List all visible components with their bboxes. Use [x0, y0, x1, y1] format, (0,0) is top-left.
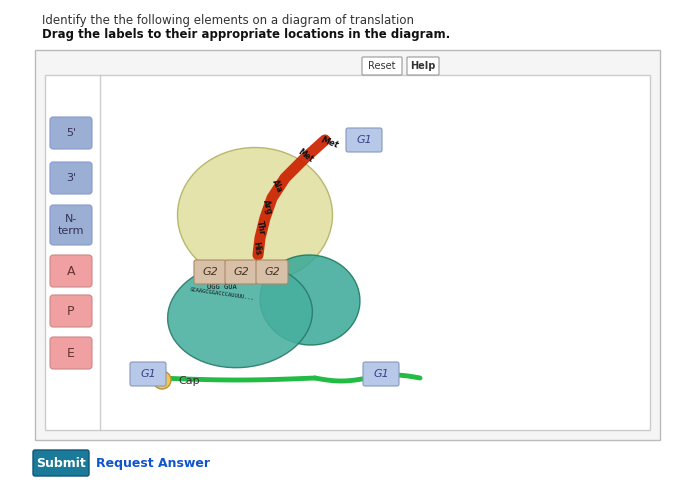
Text: Identify the the following elements on a diagram of translation: Identify the the following elements on a…	[42, 14, 414, 27]
Text: Cap: Cap	[178, 376, 200, 386]
Text: E: E	[67, 346, 75, 360]
FancyBboxPatch shape	[33, 450, 89, 476]
Text: 3': 3'	[66, 173, 76, 183]
Text: Arg: Arg	[260, 198, 273, 216]
FancyBboxPatch shape	[50, 205, 92, 245]
Text: G2: G2	[202, 267, 218, 277]
Text: Thr: Thr	[256, 220, 267, 236]
FancyBboxPatch shape	[130, 362, 166, 386]
FancyBboxPatch shape	[50, 295, 92, 327]
FancyBboxPatch shape	[346, 128, 382, 152]
Text: G1: G1	[373, 369, 389, 379]
FancyBboxPatch shape	[225, 260, 257, 284]
Ellipse shape	[260, 255, 360, 345]
Text: G1: G1	[140, 369, 156, 379]
Text: G2: G2	[233, 267, 249, 277]
FancyBboxPatch shape	[50, 117, 92, 149]
FancyBboxPatch shape	[50, 162, 92, 194]
FancyBboxPatch shape	[35, 50, 660, 440]
FancyBboxPatch shape	[45, 75, 650, 430]
FancyBboxPatch shape	[50, 337, 92, 369]
Ellipse shape	[178, 147, 332, 283]
Text: Request Answer: Request Answer	[96, 457, 210, 469]
FancyBboxPatch shape	[50, 255, 92, 287]
Text: Help: Help	[410, 61, 435, 71]
Text: GCAAGCGGACCCAUUUU...: GCAAGCGGACCCAUUUU...	[190, 287, 255, 301]
Text: Met: Met	[295, 147, 314, 165]
Text: G2: G2	[264, 267, 280, 277]
FancyBboxPatch shape	[194, 260, 226, 284]
Text: N-
term: N- term	[57, 214, 84, 236]
Text: 5': 5'	[66, 128, 76, 138]
Text: A: A	[66, 265, 76, 277]
Text: G1: G1	[356, 135, 372, 145]
FancyBboxPatch shape	[362, 57, 402, 75]
Text: P: P	[67, 304, 75, 318]
FancyBboxPatch shape	[407, 57, 439, 75]
Text: Submit: Submit	[36, 457, 86, 469]
FancyBboxPatch shape	[256, 260, 288, 284]
Text: Met: Met	[320, 136, 340, 150]
Ellipse shape	[167, 262, 312, 368]
Text: Drag the labels to their appropriate locations in the diagram.: Drag the labels to their appropriate loc…	[42, 28, 450, 41]
Text: UGG GUA: UGG GUA	[207, 284, 237, 290]
Text: His: His	[251, 241, 262, 255]
Circle shape	[153, 371, 171, 389]
Text: Ala: Ala	[270, 178, 284, 194]
FancyBboxPatch shape	[363, 362, 399, 386]
Text: Reset: Reset	[368, 61, 395, 71]
